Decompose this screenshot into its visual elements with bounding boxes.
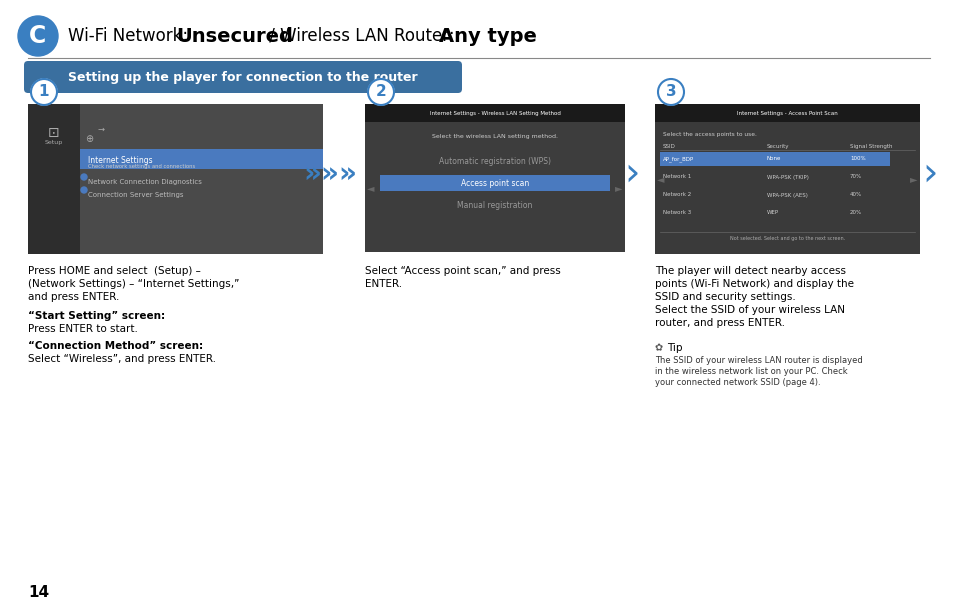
Text: WPA-PSK (AES): WPA-PSK (AES): [766, 193, 807, 198]
FancyBboxPatch shape: [365, 104, 624, 252]
Circle shape: [18, 16, 58, 56]
Text: Select “Wireless”, and press ENTER.: Select “Wireless”, and press ENTER.: [28, 354, 215, 364]
Text: Select “Access point scan,” and press: Select “Access point scan,” and press: [365, 266, 560, 276]
Text: 1: 1: [39, 85, 50, 99]
Circle shape: [368, 79, 394, 105]
Text: Network Connection Diagnostics: Network Connection Diagnostics: [88, 179, 202, 185]
Text: Select the wireless LAN setting method.: Select the wireless LAN setting method.: [432, 134, 558, 139]
FancyBboxPatch shape: [28, 104, 323, 254]
Text: AP_for_BDP: AP_for_BDP: [662, 156, 694, 162]
Circle shape: [658, 79, 683, 105]
FancyBboxPatch shape: [379, 175, 609, 191]
FancyBboxPatch shape: [659, 152, 889, 166]
FancyBboxPatch shape: [655, 104, 919, 122]
Text: Press HOME and select  (Setup) –: Press HOME and select (Setup) –: [28, 266, 204, 276]
Text: Internet Settings - Wireless LAN Setting Method: Internet Settings - Wireless LAN Setting…: [429, 111, 559, 115]
Text: ►: ►: [615, 183, 622, 193]
Text: Automatic registration (WPS): Automatic registration (WPS): [438, 157, 551, 166]
Text: ⊡: ⊡: [49, 126, 60, 140]
Text: WPA-PSK (TKIP): WPA-PSK (TKIP): [766, 174, 808, 179]
Text: Security: Security: [766, 144, 789, 149]
Text: ◄: ◄: [657, 174, 664, 184]
Text: C: C: [30, 24, 47, 48]
Text: WEP: WEP: [766, 211, 779, 216]
Text: in the wireless network list on your PC. Check: in the wireless network list on your PC.…: [655, 367, 846, 376]
Text: Internet Settings: Internet Settings: [88, 156, 152, 165]
FancyBboxPatch shape: [24, 61, 461, 93]
Text: ›: ›: [922, 155, 937, 193]
Text: Network 2: Network 2: [662, 193, 691, 198]
Text: ›: ›: [623, 155, 639, 193]
FancyBboxPatch shape: [80, 149, 323, 169]
Text: Network 3: Network 3: [662, 211, 691, 216]
Text: Setting up the player for connection to the router: Setting up the player for connection to …: [68, 71, 417, 84]
Text: Select the access points to use.: Select the access points to use.: [662, 132, 756, 137]
Text: 40%: 40%: [849, 193, 862, 198]
Text: Access point scan: Access point scan: [460, 179, 529, 187]
Text: / Wireless LAN Router:: / Wireless LAN Router:: [264, 27, 459, 45]
FancyBboxPatch shape: [28, 104, 80, 254]
Text: ►: ►: [909, 174, 917, 184]
Text: The player will detect nearby access: The player will detect nearby access: [655, 266, 845, 276]
Text: SSID and security settings.: SSID and security settings.: [655, 292, 795, 302]
Text: Select the SSID of your wireless LAN: Select the SSID of your wireless LAN: [655, 305, 844, 315]
Text: Signal Strength: Signal Strength: [849, 144, 892, 149]
Text: SSID: SSID: [662, 144, 675, 149]
Text: Setup: Setup: [45, 140, 63, 145]
FancyBboxPatch shape: [655, 104, 919, 254]
Text: “Connection Method” screen:: “Connection Method” screen:: [28, 341, 203, 351]
Circle shape: [81, 187, 87, 193]
Text: (Network Settings) – “Internet Settings,”: (Network Settings) – “Internet Settings,…: [28, 279, 239, 289]
Text: 2: 2: [375, 85, 386, 99]
Circle shape: [30, 79, 57, 105]
Text: Unsecured: Unsecured: [175, 26, 293, 45]
Text: »»»: »»»: [303, 160, 356, 188]
FancyBboxPatch shape: [365, 104, 624, 122]
Text: ⊕: ⊕: [85, 134, 93, 144]
Text: 70%: 70%: [849, 174, 862, 179]
Text: 20%: 20%: [849, 211, 862, 216]
Text: “Start Setting” screen:: “Start Setting” screen:: [28, 311, 165, 321]
Text: Internet Settings - Access Point Scan: Internet Settings - Access Point Scan: [737, 111, 837, 115]
Text: Tip: Tip: [666, 343, 681, 353]
Text: ◄: ◄: [367, 183, 375, 193]
Text: None: None: [766, 157, 781, 161]
Text: ✿: ✿: [655, 343, 662, 353]
Text: Network 1: Network 1: [662, 174, 691, 179]
Text: router, and press ENTER.: router, and press ENTER.: [655, 318, 784, 328]
Text: points (Wi-Fi Network) and display the: points (Wi-Fi Network) and display the: [655, 279, 853, 289]
Text: Manual registration: Manual registration: [456, 201, 532, 209]
Text: Connection Server Settings: Connection Server Settings: [88, 192, 183, 198]
Text: Not selected. Select and go to the next screen.: Not selected. Select and go to the next …: [729, 236, 844, 241]
Text: Press ENTER to start.: Press ENTER to start.: [28, 324, 138, 334]
Circle shape: [81, 174, 87, 180]
Text: Any type: Any type: [438, 26, 537, 45]
Text: ENTER.: ENTER.: [365, 279, 402, 289]
Text: Wi-Fi Network:: Wi-Fi Network:: [68, 27, 193, 45]
Text: and press ENTER.: and press ENTER.: [28, 292, 119, 302]
Text: 3: 3: [665, 85, 676, 99]
Text: 100%: 100%: [849, 157, 864, 161]
Text: The SSID of your wireless LAN router is displayed: The SSID of your wireless LAN router is …: [655, 356, 862, 365]
Text: Check network settings and connections: Check network settings and connections: [88, 164, 195, 169]
Text: →: →: [98, 125, 105, 133]
Text: your connected network SSID (page 4).: your connected network SSID (page 4).: [655, 378, 820, 387]
Text: 14: 14: [28, 585, 49, 600]
